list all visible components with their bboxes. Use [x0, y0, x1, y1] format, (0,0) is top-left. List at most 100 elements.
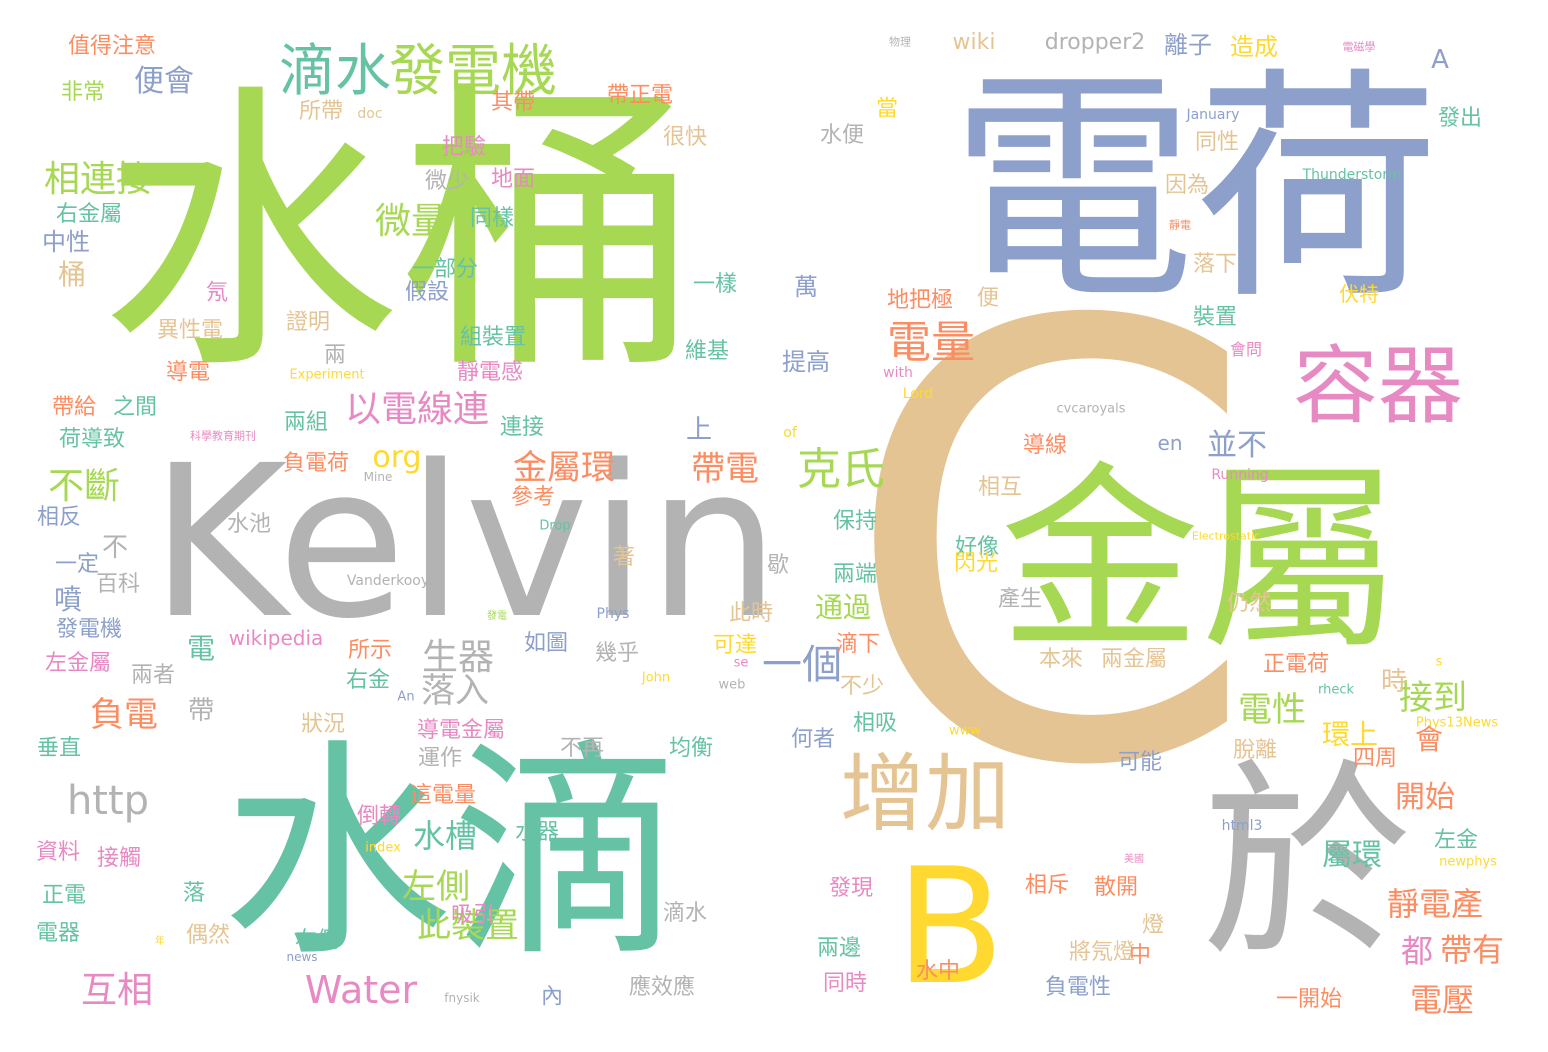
cloud-word: 並不	[1207, 428, 1267, 463]
cloud-word: January	[1186, 107, 1240, 123]
cloud-word: 負電荷	[282, 451, 350, 476]
cloud-word: 電性	[1238, 690, 1306, 730]
cloud-word: 帶	[187, 696, 215, 726]
cloud-word: 同性	[1194, 130, 1240, 155]
cloud-word: 一部分	[411, 257, 479, 282]
cloud-word: 運作	[417, 746, 463, 771]
cloud-word: 電器	[35, 921, 81, 946]
cloud-word: 氖	[202, 280, 227, 302]
cloud-word: 以電線連	[344, 389, 490, 430]
cloud-word: 噴	[53, 583, 83, 616]
cloud-word: en	[1157, 431, 1183, 455]
cloud-word: 本來	[1038, 647, 1084, 672]
cloud-word: 地把極	[886, 288, 954, 313]
cloud-word: 吸引	[450, 903, 496, 928]
cloud-word: Mine	[363, 470, 393, 484]
cloud-word: Drop	[539, 518, 571, 534]
cloud-word: 地面	[490, 167, 536, 192]
cloud-word: 同時	[822, 971, 868, 996]
cloud-word: 微量	[374, 201, 448, 242]
cloud-word: 通過	[814, 591, 872, 624]
cloud-word: 中性	[42, 228, 90, 256]
cloud-word: 水中	[915, 959, 961, 984]
cloud-word: 其帶	[490, 90, 536, 115]
cloud-word: 連接	[499, 415, 545, 440]
cloud-word: 如圖	[523, 631, 569, 656]
cloud-word: 提高	[782, 348, 830, 376]
cloud-word: www	[949, 723, 981, 739]
cloud-word: 伏特	[1339, 282, 1379, 306]
cloud-word: 水滴	[221, 721, 683, 988]
cloud-word: 導電金屬	[416, 718, 506, 743]
cloud-word: Thunderstorm	[1302, 167, 1402, 183]
cloud-word: 正電	[41, 883, 87, 908]
cloud-word: An	[397, 689, 415, 705]
cloud-word: newphys	[1439, 854, 1497, 870]
cloud-word: 將氖燈	[1068, 940, 1136, 965]
cloud-word: 不斷	[47, 466, 121, 507]
cloud-word: 可達	[712, 633, 758, 658]
cloud-word: 萬	[794, 273, 818, 301]
cloud-word: 應效應	[628, 975, 696, 1000]
cloud-word: index	[365, 840, 401, 856]
cloud-word: 於	[1201, 741, 1413, 986]
cloud-word: 年	[155, 936, 165, 947]
cloud-word: 仍然	[1226, 591, 1272, 616]
cloud-word: 把驗	[441, 135, 487, 160]
cloud-word: 金屬	[999, 445, 1401, 678]
cloud-word: 一開始	[1275, 987, 1343, 1012]
cloud-word: 左金	[1433, 828, 1479, 853]
cloud-word: 環上	[1321, 718, 1379, 751]
cloud-word: 好像	[954, 535, 1000, 560]
cloud-word: Electrostatic	[1191, 529, 1261, 543]
cloud-word: news	[286, 950, 318, 964]
cloud-word: 散開	[1093, 875, 1139, 900]
cloud-word: 之間	[112, 395, 158, 420]
cloud-word: 均衡	[668, 736, 714, 761]
cloud-word: 發現	[828, 876, 874, 901]
cloud-word: 所示	[347, 638, 393, 663]
cloud-word: 電磁學	[1342, 40, 1376, 54]
cloud-word: 相吸	[852, 711, 898, 736]
cloud-word: 正電荷	[1262, 652, 1330, 677]
cloud-word: C	[840, 198, 1260, 897]
cloud-word: wiki	[952, 30, 996, 55]
cloud-word: 這電量	[409, 783, 477, 808]
cloud-word: 幾乎	[594, 641, 640, 666]
cloud-word: 值得注意	[67, 34, 157, 59]
cloud-word: 同樣	[469, 206, 515, 231]
cloud-word: 維基	[684, 339, 730, 364]
cloud-word: 上	[685, 415, 713, 445]
cloud-word: John	[641, 670, 671, 686]
cloud-word: s	[1435, 654, 1443, 670]
cloud-word: Experiment	[289, 367, 365, 383]
cloud-word: 相互	[977, 475, 1023, 500]
cloud-word: 不	[101, 533, 129, 563]
cloud-word: 電	[186, 632, 216, 665]
cloud-word: 著	[612, 545, 636, 570]
cloud-word: 接觸	[96, 846, 142, 871]
cloud-word: 組裝置	[459, 325, 527, 350]
cloud-word: 便	[976, 286, 1000, 311]
cloud-word: 滴水	[279, 39, 391, 104]
cloud-word: 偶然	[185, 923, 231, 948]
cloud-word: 左側	[402, 867, 470, 907]
cloud-word: Kelvin	[149, 420, 781, 665]
cloud-word: 發出	[1437, 106, 1483, 131]
cloud-word: 發電機	[55, 617, 123, 642]
cloud-word: cvcaroyals	[1056, 401, 1126, 417]
cloud-word: 微少	[424, 169, 470, 194]
cloud-word: 開始	[1395, 780, 1455, 815]
cloud-word: 造成	[1230, 33, 1278, 61]
cloud-word: 美國	[1124, 854, 1144, 865]
cloud-word: with	[883, 365, 913, 381]
cloud-word: 會	[1414, 723, 1444, 756]
cloud-word: 兩者	[130, 663, 176, 688]
cloud-word: 右側	[294, 928, 340, 953]
cloud-word: 倒轉	[356, 804, 402, 829]
cloud-word: 異性電	[156, 318, 224, 343]
cloud-word: 水槽	[412, 817, 478, 855]
cloud-word: 右金	[345, 668, 391, 693]
cloud-word: 負電	[90, 695, 158, 735]
cloud-word: 桶	[57, 258, 87, 291]
